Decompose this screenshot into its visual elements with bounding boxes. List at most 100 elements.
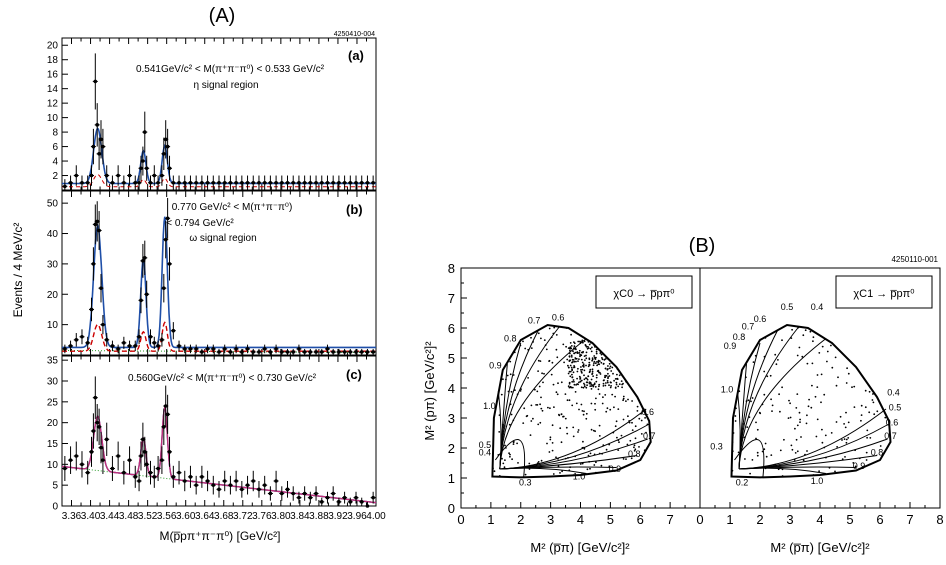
subplot-a-data-point: [347, 175, 353, 190]
dalitz-chi-c1-legend-box: [835, 275, 933, 309]
dalitz-event-dot: [551, 442, 554, 444]
dalitz-event-dot: [575, 402, 578, 405]
subplot-c-xtick-label: 3.64: [195, 511, 215, 522]
dalitz-event-dot: [500, 393, 503, 396]
subplot-a-data-point: [359, 175, 365, 190]
dalitz-event-dot: [808, 398, 810, 401]
dalitz-event-dot: [598, 435, 601, 437]
dalitz-contour-label: 0.5: [781, 302, 794, 312]
dalitz-event-dot: [510, 413, 513, 416]
subplot-b-data-point: [267, 348, 273, 355]
dalitz-event-dot: [868, 411, 871, 414]
dalitz-event-dot: [620, 380, 623, 382]
subplot-b-ytick-label: 50: [47, 199, 59, 210]
subplot-b-tag: (b): [346, 202, 363, 217]
dalitz-event-dot: [779, 410, 781, 413]
subplot-c-xtick-label: 4.00: [366, 511, 386, 522]
dalitz-event-dot: [872, 393, 874, 395]
subplot-b-data-point: [161, 273, 167, 303]
dalitz-event-dot: [581, 372, 583, 374]
dalitz-event-dot: [552, 332, 555, 335]
dalitz-event-dot: [812, 336, 815, 339]
subplot-c-data-point: [227, 475, 233, 495]
subplot-c-data-point: [319, 497, 325, 506]
dalitz-event-dot: [587, 365, 590, 368]
dalitz-contour-label: 0.9: [724, 341, 737, 351]
dalitz-event-dot: [593, 453, 596, 456]
subplot-b-fit-curve: [62, 216, 376, 349]
subplot-b-data-point: [165, 197, 171, 239]
subplot-c-tag: (c): [346, 367, 362, 382]
subplot-a: 2 4 6 8 10 12 14 16 18 20 (a) 0.541GeV/c² < M(π⁺π…: [47, 37, 377, 191]
dalitz-event-dot: [570, 356, 573, 358]
dalitz-contour-label: 0.9: [609, 464, 622, 474]
dalitz-event-dot: [744, 458, 746, 460]
dalitz-event-dot: [594, 386, 597, 388]
dalitz-event-dot: [618, 383, 621, 385]
subplot-c-data-point: [364, 501, 370, 508]
subplot-b-data-point: [170, 322, 176, 340]
dalitz-event-dot: [541, 372, 543, 375]
subplot-b-data-point: [273, 344, 279, 354]
subplot-c-data-point: [233, 470, 239, 492]
dalitz-event-dot: [771, 410, 773, 412]
subplot-b-data-point: [342, 348, 348, 355]
dalitz-event-dot: [818, 352, 821, 354]
dalitz-event-dot: [585, 412, 588, 415]
dalitz-event-dot: [755, 421, 757, 424]
subplot-c-xtick-label: 3.68: [214, 511, 234, 522]
subplot-a-data-point: [167, 155, 173, 181]
subplot-c-data-point: [167, 436, 173, 467]
dalitz-event-dot: [590, 402, 593, 405]
dalitz-event-dot: [592, 375, 594, 377]
dalitz-ytick-label: 4: [448, 381, 455, 396]
dalitz-event-dot: [510, 390, 513, 393]
dalitz-event-dot: [552, 383, 555, 386]
dalitz-xtick-label: 2: [517, 512, 524, 527]
dalitz-event-dot: [594, 408, 597, 411]
subplot-b-data-point: [68, 340, 74, 352]
subplot-a-data-point: [205, 175, 211, 190]
subplot-b-frame: [61, 190, 377, 356]
dalitz-event-dot: [629, 439, 632, 442]
dalitz-event-dot: [585, 351, 588, 354]
dalitz-event-dot: [590, 428, 593, 431]
dalitz-event-dot: [797, 326, 800, 329]
dalitz-event-dot: [591, 346, 593, 349]
dalitz-xtick-label: 5: [607, 512, 614, 527]
dalitz-event-dot: [581, 339, 584, 342]
dalitz-event-dot: [605, 374, 608, 377]
dalitz-event-dot: [582, 386, 585, 389]
dalitz-event-dot: [869, 437, 872, 439]
dalitz-event-dot: [507, 390, 510, 393]
dalitz-event-dot: [608, 384, 610, 387]
dalitz-event-dot: [583, 374, 585, 377]
dalitz-chi-c0-legend-box: [595, 275, 693, 309]
dalitz-ytick-label: 1: [448, 471, 455, 486]
dalitz-event-dot: [589, 370, 591, 373]
dalitz-event-dot: [622, 397, 625, 400]
dalitz-event-dot: [854, 449, 856, 452]
dalitz-event-dot: [571, 404, 574, 407]
dalitz-event-dot: [597, 363, 600, 365]
dalitz-event-dot: [845, 382, 848, 384]
dalitz-event-dot: [564, 393, 567, 395]
dalitz-event-dot: [541, 409, 544, 412]
dalitz-event-dot: [585, 386, 588, 389]
subplot-c-data-point: [161, 408, 167, 445]
dalitz-event-dot: [602, 396, 604, 399]
dalitz-event-dot: [852, 462, 855, 464]
dalitz-event-dot: [527, 348, 530, 351]
subplot-c-xtick-label: 3.40: [81, 511, 101, 522]
dalitz-event-dot: [609, 386, 612, 389]
subplot-c-data-point: [115, 441, 121, 471]
dalitz-event-dot: [595, 356, 597, 359]
dalitz-event-dot: [578, 349, 581, 352]
dalitz-event-dot: [497, 454, 500, 456]
subplot-b-data-point: [210, 344, 216, 354]
dalitz-event-dot: [594, 358, 597, 360]
subplot-a-data-point: [144, 155, 150, 181]
subplot-c-xtick-label: 3.60: [176, 511, 196, 522]
